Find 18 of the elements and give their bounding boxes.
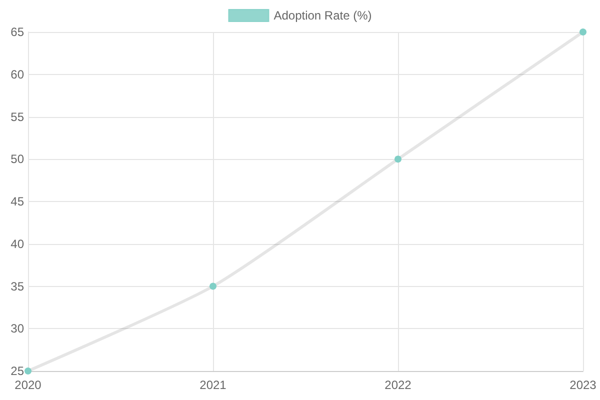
y-tick-label: 30 [10,322,24,336]
x-tick-label: 2022 [384,378,412,392]
y-tick-label: 45 [10,194,24,208]
y-tick-label: 40 [10,236,24,251]
legend-label: Adoption Rate (%) [274,8,372,22]
y-tick-label: 65 [10,25,24,39]
x-tick-label: 2021 [200,378,227,392]
y-tick-label: 55 [10,110,24,124]
point [394,156,402,163]
x-tick-label: 2020 [14,378,42,392]
y-tick-label: 35 [10,279,24,294]
y-tick-label: 60 [10,67,24,82]
point [580,28,586,36]
y-tick-label: 25 [10,364,24,378]
y-tick-label: 50 [10,152,24,166]
x-tick-label: 2023 [570,378,597,392]
point [24,368,32,374]
point [210,282,216,290]
